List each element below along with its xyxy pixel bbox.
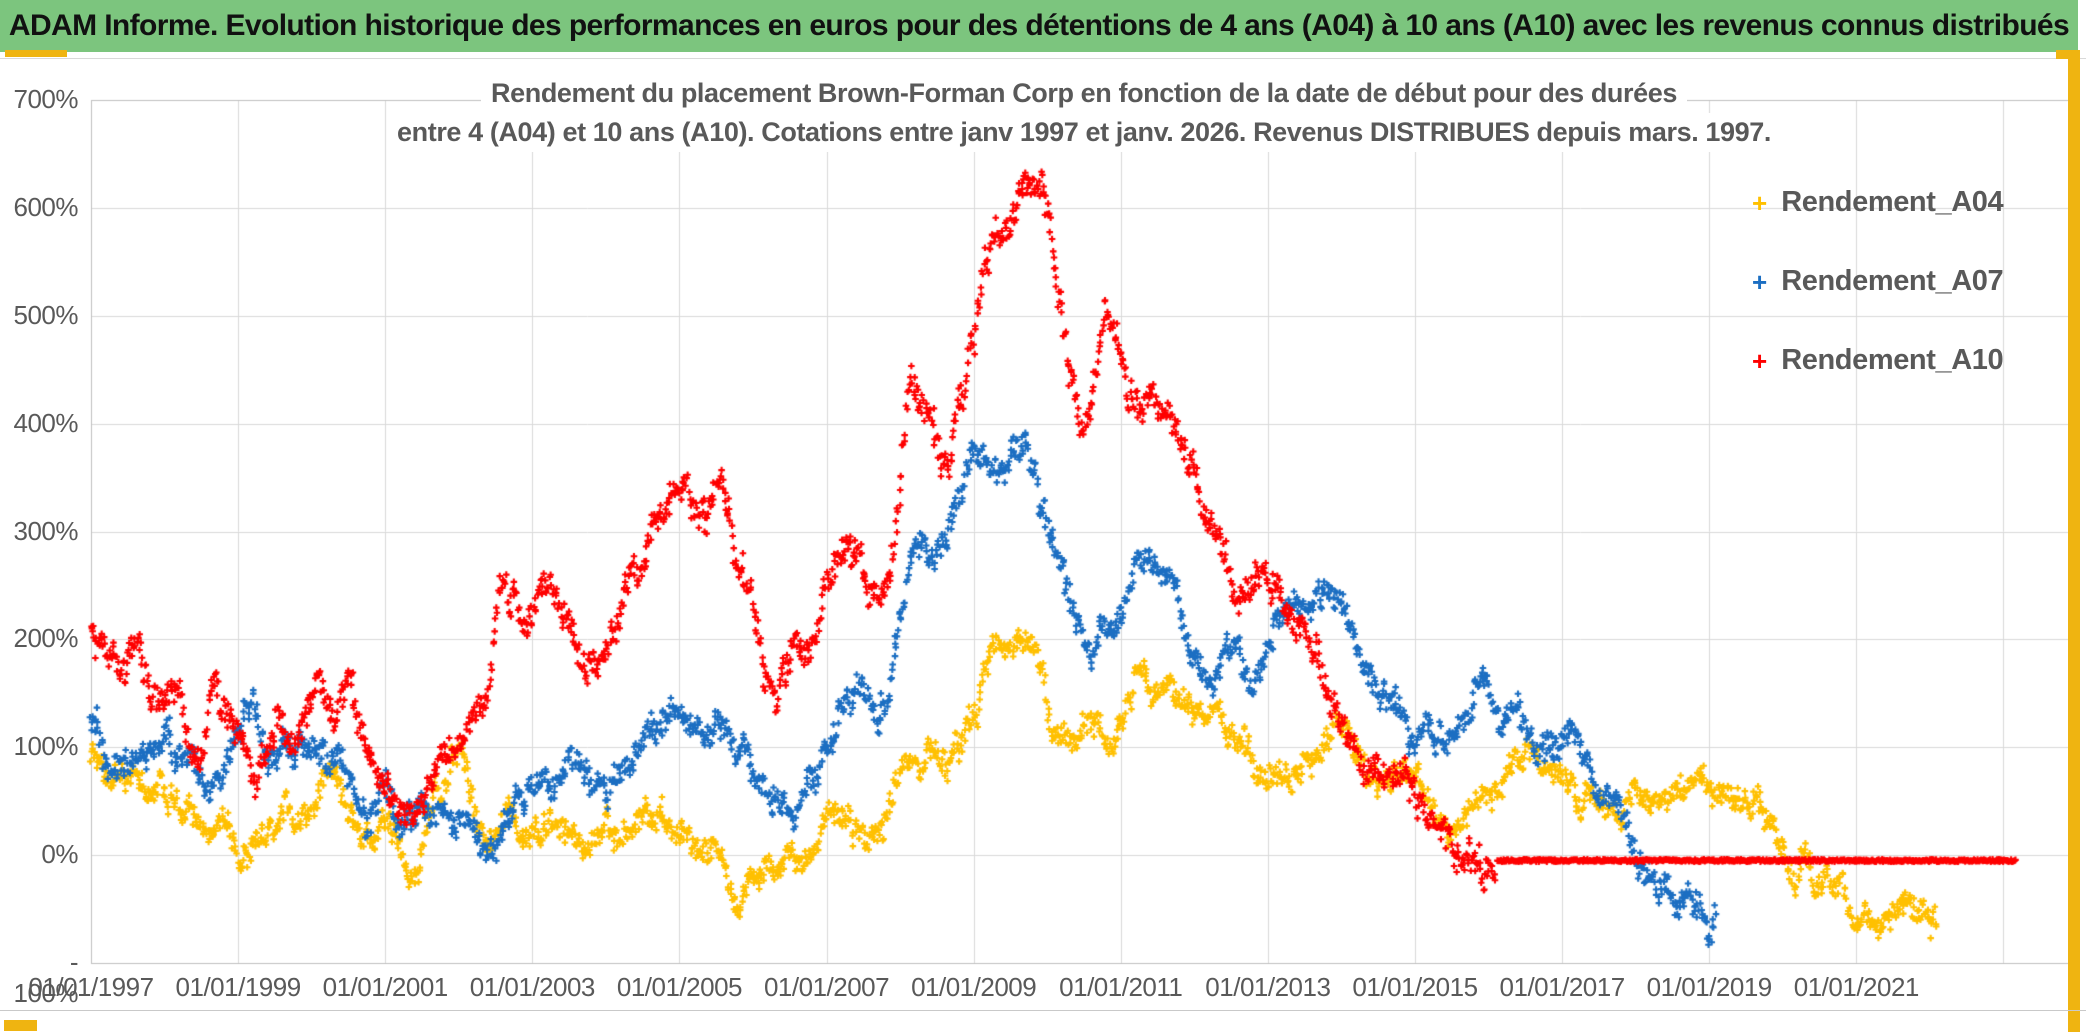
x-axis-tick-label: 01/01/2009 — [911, 972, 1037, 1002]
legend-plus-marker-icon: + — [1752, 187, 1768, 218]
x-axis-tick-label: 01/01/2019 — [1646, 972, 1773, 1002]
legend-label: Rendement_A04 — [1781, 186, 2004, 218]
gold-accent-top-left — [5, 50, 67, 57]
page-header-banner: ADAM Informe. Evolution historique des p… — [0, 0, 2078, 52]
y-axis-tick-label: 400% — [13, 407, 79, 438]
legend-item-rendement_a10: + Rendement_A10 — [1752, 344, 2004, 377]
page-title: ADAM Informe. Evolution historique des p… — [8, 9, 2070, 42]
x-axis-tick-label: 01/01/2005 — [616, 972, 743, 1002]
y-axis-tick-label: 200% — [13, 623, 79, 654]
chart-title-line1: Rendement du placement Brown-Forman Corp… — [481, 74, 1687, 113]
y-axis-tick-label: 600% — [13, 191, 79, 222]
y-axis-tick-label: 500% — [13, 299, 79, 330]
x-axis-tick-label: 01/01/2011 — [1059, 972, 1183, 1002]
legend-label: Rendement_A07 — [1781, 265, 2004, 297]
gold-accent-right-border — [2068, 50, 2080, 1032]
x-axis-tick-label: 01/01/2021 — [1793, 972, 1920, 1002]
y-axis-tick-label: 0% — [41, 839, 78, 870]
gold-accent-bottom-left — [4, 1020, 37, 1031]
legend-item-rendement_a07: + Rendement_A07 — [1752, 265, 2004, 298]
chart-title-line2: entre 4 (A04) et 10 ans (A10). Cotations… — [387, 113, 1781, 152]
legend-item-rendement_a04: + Rendement_A04 — [1752, 186, 2004, 219]
y-axis-tick-label: - 100% — [13, 947, 79, 1008]
x-axis-tick-label: 01/01/2013 — [1205, 972, 1331, 1002]
x-axis-tick-label: 01/01/2003 — [469, 972, 596, 1002]
y-axis-tick-label: 100% — [13, 731, 79, 762]
x-axis-tick-label: 01/01/2001 — [322, 972, 449, 1002]
x-axis-tick-label: 01/01/1997 — [28, 972, 154, 1002]
legend-label: Rendement_A10 — [1781, 344, 2004, 376]
chart-title: Rendement du placement Brown-Forman Corp… — [91, 74, 2077, 152]
x-axis-tick-label: 01/01/2007 — [763, 972, 890, 1002]
x-axis-tick-label: 01/01/1999 — [175, 972, 302, 1002]
x-axis-tick-label: 01/01/2015 — [1352, 972, 1478, 1002]
gold-accent-right-stub — [2056, 50, 2080, 59]
header-divider-line — [0, 58, 2086, 59]
page-bottom-divider-line — [0, 1010, 2086, 1011]
y-axis-tick-label: 300% — [13, 515, 79, 546]
x-axis-tick-label: 01/01/2017 — [1499, 972, 1626, 1002]
y-axis-tick-label: 700% — [13, 84, 79, 114]
legend-plus-marker-icon: + — [1752, 266, 1768, 297]
legend-plus-marker-icon: + — [1752, 345, 1768, 376]
